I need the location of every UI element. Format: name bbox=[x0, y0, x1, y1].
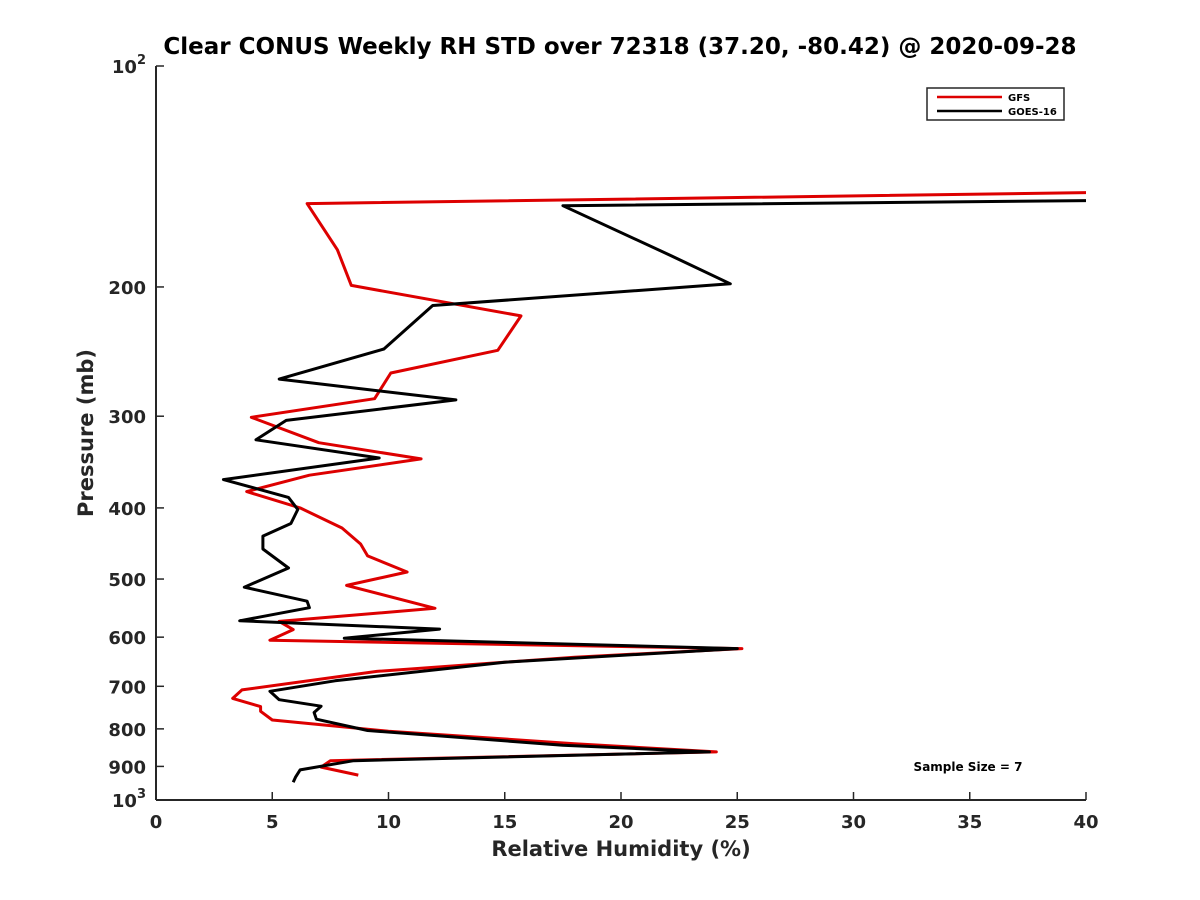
y-tick-label: 700 bbox=[108, 677, 146, 698]
y-tick-label: 400 bbox=[108, 499, 146, 520]
y-tick-label: 200 bbox=[108, 278, 146, 299]
y-tick-label: 102 bbox=[112, 53, 146, 78]
x-tick-label: 20 bbox=[608, 812, 633, 833]
x-tick-label: 5 bbox=[266, 812, 279, 833]
y-tick-label: 600 bbox=[108, 628, 146, 649]
y-tick-label: 300 bbox=[108, 407, 146, 428]
x-tick-label: 35 bbox=[957, 812, 982, 833]
legend: GFS GOES-16 bbox=[926, 87, 1065, 121]
legend-label-gfs: GFS bbox=[1008, 93, 1030, 104]
chart-title: Clear CONUS Weekly RH STD over 72318 (37… bbox=[163, 34, 1076, 60]
y-tick-label: 900 bbox=[108, 757, 146, 778]
plot-series-layer bbox=[221, 191, 1086, 783]
x-tick-label: 40 bbox=[1073, 812, 1098, 833]
x-axis-label: Relative Humidity (%) bbox=[491, 837, 750, 861]
legend-box bbox=[926, 87, 1065, 121]
x-axis-ticks: 0 5 10 15 20 25 30 35 40 bbox=[150, 792, 1099, 833]
x-tick-label: 30 bbox=[841, 812, 866, 833]
x-tick-label: 10 bbox=[376, 812, 401, 833]
y-tick-label: 103 bbox=[112, 787, 146, 812]
y-axis-label: Pressure (mb) bbox=[74, 349, 98, 517]
y-axis-ticks: 102 200 300 400 500 600 700 800 900 103 bbox=[108, 53, 164, 812]
legend-label-goes16: GOES-16 bbox=[1008, 107, 1057, 118]
x-tick-label: 0 bbox=[150, 812, 163, 833]
y-tick-label: 800 bbox=[108, 720, 146, 741]
x-tick-label: 25 bbox=[725, 812, 750, 833]
sample-size-annotation: Sample Size = 7 bbox=[914, 760, 1023, 774]
series-line-goes16 bbox=[221, 199, 1086, 783]
series-line-gfs bbox=[231, 191, 1086, 777]
x-tick-label: 15 bbox=[492, 812, 517, 833]
y-tick-label: 500 bbox=[108, 570, 146, 591]
